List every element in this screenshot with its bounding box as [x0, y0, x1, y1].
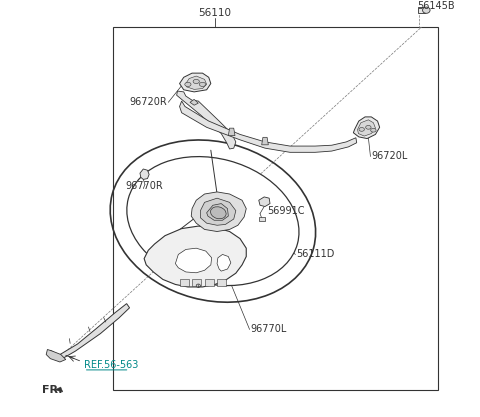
Ellipse shape [193, 79, 199, 83]
Ellipse shape [127, 157, 299, 286]
Text: 56145B: 56145B [417, 1, 455, 11]
Polygon shape [259, 197, 270, 206]
Ellipse shape [359, 128, 364, 131]
Bar [113, 27, 438, 390]
Polygon shape [191, 192, 246, 231]
Polygon shape [46, 349, 66, 362]
Ellipse shape [199, 82, 205, 86]
Text: 96720R: 96720R [129, 97, 167, 107]
Polygon shape [180, 279, 189, 286]
Polygon shape [259, 217, 265, 221]
Polygon shape [353, 117, 380, 138]
Polygon shape [190, 99, 198, 105]
Polygon shape [180, 101, 357, 152]
Polygon shape [418, 7, 425, 13]
Polygon shape [204, 279, 214, 286]
Ellipse shape [422, 7, 430, 13]
Ellipse shape [366, 126, 371, 129]
Text: 56110: 56110 [199, 8, 231, 18]
Polygon shape [228, 128, 235, 136]
Polygon shape [207, 203, 228, 220]
Polygon shape [358, 120, 375, 136]
Polygon shape [175, 248, 212, 273]
Polygon shape [186, 76, 207, 89]
Polygon shape [217, 279, 226, 286]
Ellipse shape [185, 82, 191, 86]
Text: 96770R: 96770R [125, 181, 163, 191]
Polygon shape [217, 254, 231, 271]
Polygon shape [50, 304, 130, 361]
Polygon shape [55, 387, 63, 392]
Polygon shape [262, 137, 268, 145]
Polygon shape [140, 169, 149, 179]
Text: REF.56-563: REF.56-563 [84, 360, 138, 370]
Polygon shape [177, 91, 236, 149]
Polygon shape [144, 226, 246, 287]
Polygon shape [192, 279, 201, 286]
Text: 96770L: 96770L [251, 324, 287, 334]
Text: 56111D: 56111D [296, 249, 335, 259]
Polygon shape [180, 73, 211, 92]
Ellipse shape [196, 284, 201, 287]
Text: FR.: FR. [42, 385, 62, 395]
Ellipse shape [371, 128, 376, 132]
Ellipse shape [211, 207, 226, 219]
Text: 96720L: 96720L [372, 151, 408, 161]
Text: 56991C: 56991C [267, 206, 305, 216]
Polygon shape [201, 198, 236, 225]
